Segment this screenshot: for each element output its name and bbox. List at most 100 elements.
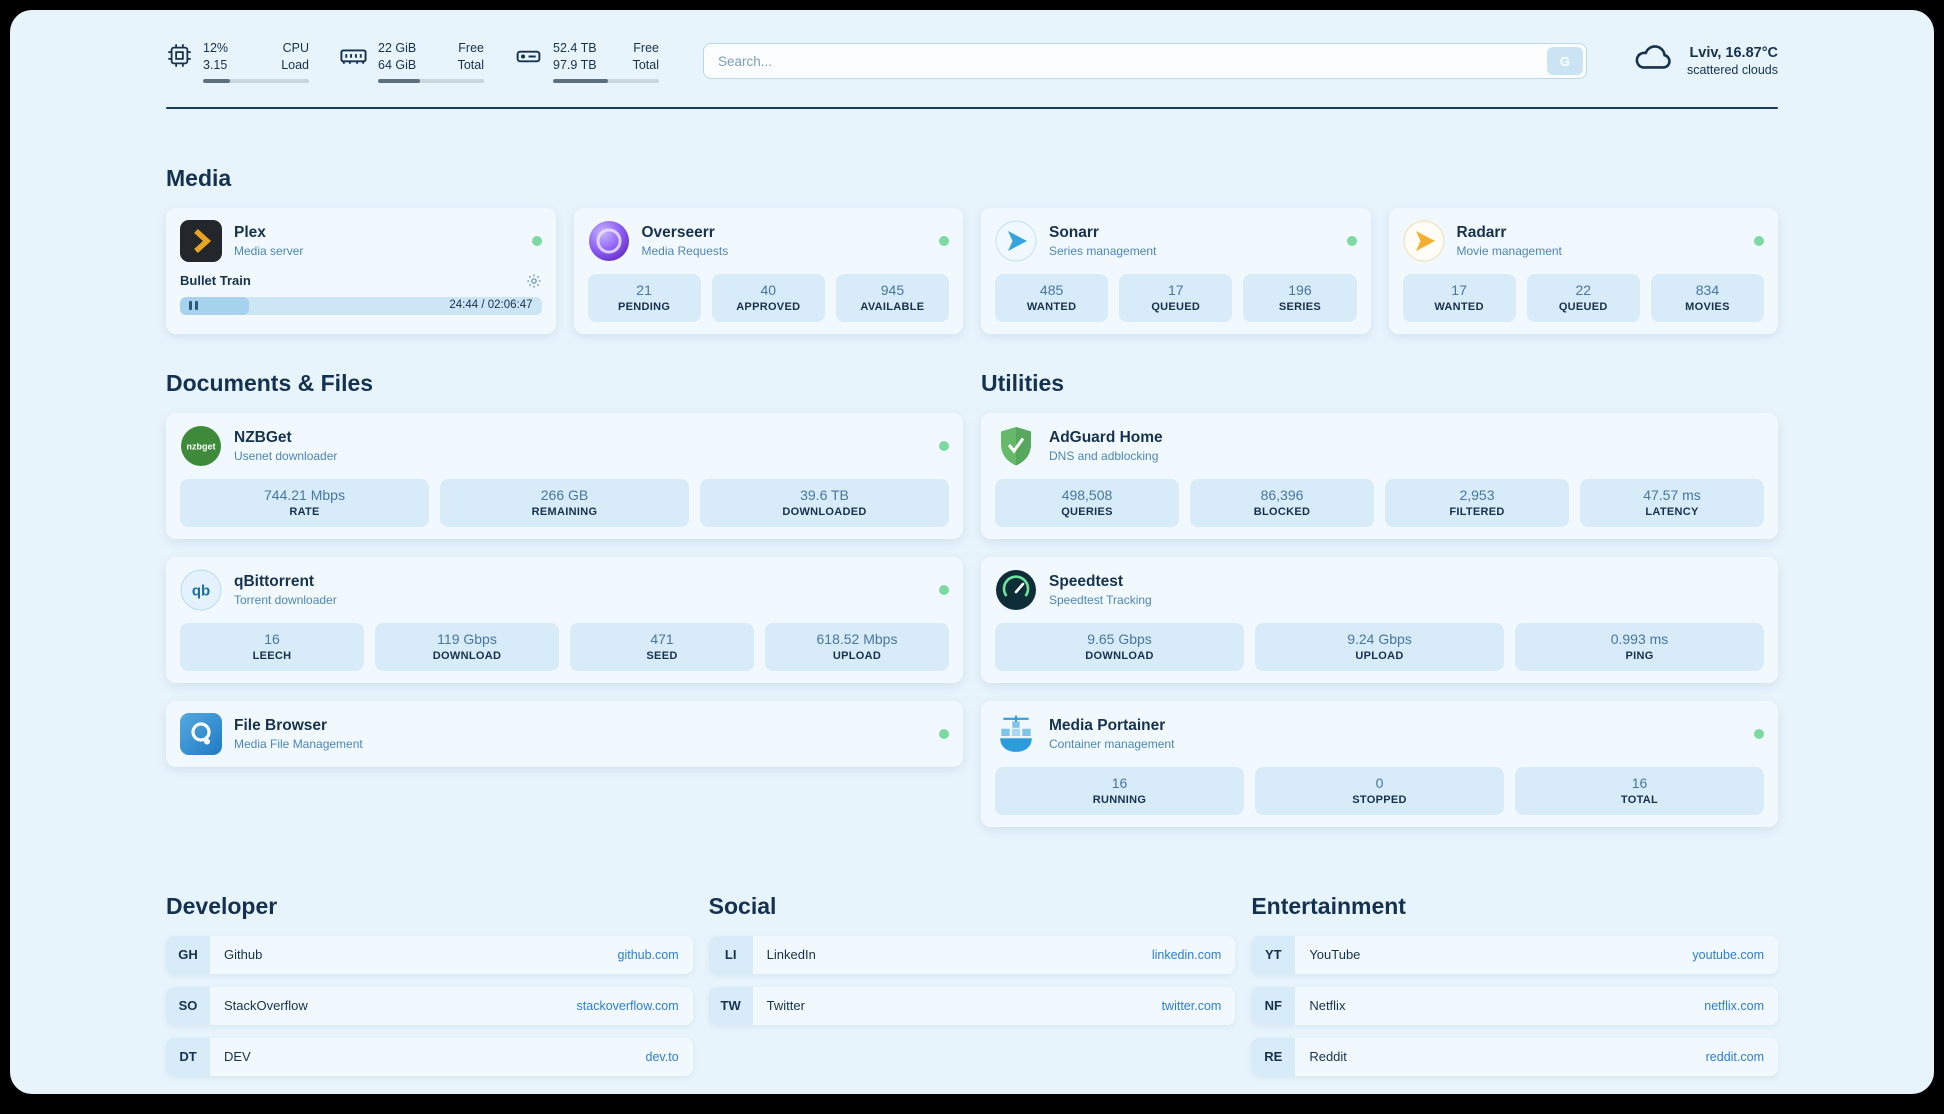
stat-value: 21 xyxy=(636,281,652,298)
svg-text:nzbget: nzbget xyxy=(187,441,216,451)
search-bar: G xyxy=(703,43,1587,80)
utilities-section-title: Utilities xyxy=(981,369,1065,396)
service-title: Media Portainer xyxy=(1049,716,1166,734)
bookmark-abbr: DT xyxy=(166,1037,210,1076)
stat-value: 834 xyxy=(1695,281,1720,298)
filebrowser-card[interactable]: File Browser Media File Management xyxy=(166,700,963,767)
stat-box: 40 APPROVED xyxy=(711,273,825,322)
stat-value: 16 xyxy=(1111,774,1128,791)
stat-value: 744.21 Mbps xyxy=(264,486,345,503)
service-title: Speedtest xyxy=(1049,572,1124,590)
stat-box: 16 LEECH xyxy=(180,622,364,671)
service-subtitle: Usenet downloader xyxy=(234,448,338,463)
stat-label: WANTED xyxy=(1434,300,1484,313)
disk-progress-fill xyxy=(553,78,609,83)
stat-box: 618.52 Mbps UPLOAD xyxy=(765,622,949,671)
status-dot xyxy=(1754,235,1764,246)
service-subtitle: Speedtest Tracking xyxy=(1049,592,1152,607)
status-dot xyxy=(1346,235,1357,246)
stat-value: 618.52 Mbps xyxy=(816,630,898,647)
cpu-load-label: Load xyxy=(281,57,309,72)
adguard-card[interactable]: AdGuard Home DNS and adblocking 498,508 … xyxy=(981,412,1778,539)
disk-total: 97.9 TB xyxy=(553,57,597,72)
documents-section-title: Documents & Files xyxy=(166,369,374,396)
google-search-button[interactable]: G xyxy=(1546,47,1583,76)
stat-label: AVAILABLE xyxy=(860,300,925,313)
bookmark-url[interactable]: linkedin.com xyxy=(1151,947,1222,962)
plex-card[interactable]: Plex Media server Bullet Train xyxy=(166,207,556,334)
disk-total-label: Total xyxy=(632,57,659,72)
weather-location: Lviv, 16.87°C xyxy=(1689,45,1778,62)
stat-label: PING xyxy=(1625,649,1654,662)
stat-label: BLOCKED xyxy=(1253,505,1311,518)
service-title: File Browser xyxy=(234,716,328,734)
stat-label: SEED xyxy=(646,649,678,662)
portainer-card[interactable]: Media Portainer Container management 16 … xyxy=(981,700,1778,827)
stat-box: 17 WANTED xyxy=(1402,273,1516,322)
service-title: qBittorrent xyxy=(234,572,315,590)
bookmark-name: StackOverflow xyxy=(224,998,308,1014)
nzbget-card[interactable]: nzbget NZBGet Usenet downloader 744.21 M… xyxy=(166,412,963,539)
bookmark-name: Netflix xyxy=(1309,998,1346,1014)
playback-progress-bar[interactable]: 24:44 / 02:06:47 xyxy=(180,296,542,315)
pause-icon[interactable] xyxy=(189,301,198,311)
stat-box: 16 RUNNING xyxy=(995,766,1244,815)
radarr-icon xyxy=(1403,220,1445,262)
disk-free: 52.4 TB xyxy=(553,41,597,55)
bookmark-netflix[interactable]: NF Netflix netflix.com xyxy=(1251,986,1778,1025)
bookmark-abbr: GH xyxy=(166,935,210,974)
cpu-widget: 12% 3.15 CPU Load xyxy=(166,40,309,83)
sonarr-card[interactable]: Sonarr Series management 485 WANTED 17 Q… xyxy=(981,207,1371,334)
playback-time: 24:44 / 02:06:47 xyxy=(449,299,533,312)
service-title: Plex xyxy=(234,223,266,241)
status-dot xyxy=(939,440,949,451)
cpu-progress-bar xyxy=(203,78,309,83)
bookmark-linkedin[interactable]: LI LinkedIn linkedin.com xyxy=(708,935,1236,974)
bookmark-url[interactable]: stackoverflow.com xyxy=(576,998,679,1013)
bookmark-url[interactable]: reddit.com xyxy=(1705,1049,1764,1064)
bookmark-stackoverflow[interactable]: SO StackOverflow stackoverflow.com xyxy=(166,986,693,1025)
stat-label: UPLOAD xyxy=(1355,649,1404,662)
bookmark-name: YouTube xyxy=(1309,947,1361,963)
stat-box: 86,396 BLOCKED xyxy=(1190,478,1374,527)
ram-widget: 22 GiB 64 GiB Free Total xyxy=(339,40,484,83)
search-input[interactable] xyxy=(703,43,1587,80)
bookmark-reddit[interactable]: RE Reddit reddit.com xyxy=(1251,1037,1778,1076)
bookmark-youtube[interactable]: YT YouTube youtube.com xyxy=(1251,935,1778,974)
bookmark-url[interactable]: github.com xyxy=(617,947,679,962)
ram-total: 64 GiB xyxy=(378,57,417,72)
radarr-card[interactable]: Radarr Movie management 17 WANTED 22 QUE… xyxy=(1388,207,1778,334)
bookmark-twitter[interactable]: TW Twitter twitter.com xyxy=(708,986,1236,1025)
stat-label: RATE xyxy=(289,505,320,518)
media-section-title: Media xyxy=(166,164,232,191)
developer-section-title: Developer xyxy=(166,892,278,919)
stat-box: 0.993 ms PING xyxy=(1515,622,1764,671)
qbittorrent-card[interactable]: qb qBittorrent Torrent downloader 16 LEE… xyxy=(166,556,963,683)
weather-condition: scattered clouds xyxy=(1686,63,1778,78)
bookmark-url[interactable]: dev.to xyxy=(645,1049,679,1064)
stat-box: 17 QUEUED xyxy=(1119,273,1233,322)
overseerr-card[interactable]: Overseerr Media Requests 21 PENDING 40 A… xyxy=(573,207,963,334)
stat-label: FILTERED xyxy=(1449,505,1505,518)
speedtest-card[interactable]: Speedtest Speedtest Tracking 9.65 Gbps D… xyxy=(981,556,1778,683)
stat-value: 22 xyxy=(1575,281,1592,298)
adguard-icon xyxy=(995,425,1037,467)
bookmark-url[interactable]: youtube.com xyxy=(1692,947,1764,962)
status-dot xyxy=(1754,728,1764,739)
stat-value: 0 xyxy=(1375,774,1384,791)
stat-box: 47.57 ms LATENCY xyxy=(1580,478,1764,527)
stat-label: DOWNLOAD xyxy=(432,649,502,662)
stat-box: 498,508 QUERIES xyxy=(995,478,1179,527)
bookmark-github[interactable]: GH Github github.com xyxy=(166,935,693,974)
portainer-icon xyxy=(995,713,1037,755)
bookmark-url[interactable]: twitter.com xyxy=(1161,998,1222,1013)
sonarr-icon xyxy=(995,220,1037,262)
service-subtitle: DNS and adblocking xyxy=(1049,448,1159,463)
stat-value: 40 xyxy=(760,281,777,298)
stat-label: LATENCY xyxy=(1645,505,1699,518)
stat-label: MOVIES xyxy=(1685,300,1730,313)
bookmark-dev[interactable]: DT DEV dev.to xyxy=(166,1037,693,1076)
gear-icon[interactable] xyxy=(526,273,542,289)
stat-box: 471 SEED xyxy=(570,622,754,671)
bookmark-url[interactable]: netflix.com xyxy=(1704,998,1764,1013)
